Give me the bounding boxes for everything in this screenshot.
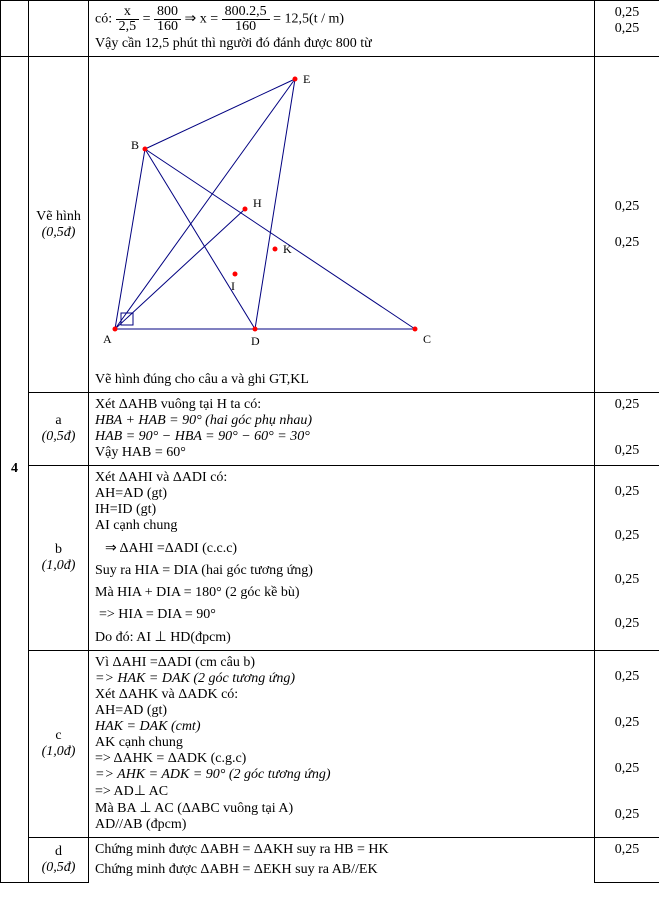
part-score: (0,5đ) [35,429,82,445]
score-cell: 0,25 [595,838,659,883]
line: Xét ΔAHK và ΔADK có: [95,687,588,703]
row-part-d: d (0,5đ) Chứng minh được ΔABH = ΔAKH suy… [1,838,659,883]
line: HAB = 90° − HBA = 90° − 60° = 30° [95,429,588,445]
xeq: x = [200,12,222,27]
content-cell: Xét ΔAHI và ΔADI có: AH=AD (gt) IH=ID (g… [89,466,595,651]
svg-text:C: C [423,332,431,346]
row-part-b: b (1,0đ) Xét ΔAHI và ΔADI có: AH=AD (gt)… [1,466,659,651]
score: 0,25 [601,5,653,21]
line: IH=ID (gt) [95,502,588,518]
score: 0,25 [601,397,653,413]
part-label: c [35,728,82,744]
score-cell: 0,25 0,25 0,25 0,25 [595,466,659,651]
row-part-c: c (1,0đ) Vì ΔAHI =ΔADI (cm câu b) => HAK… [1,651,659,838]
line: => AD⊥ AC [95,783,588,800]
line: => ΔAHK = ΔADK (c.g.c) [95,751,588,767]
score: 0,25 [601,199,653,215]
part-cell: c (1,0đ) [29,651,89,838]
svg-text:H: H [253,196,262,210]
line: => AHK = ADK = 90° (2 góc tương ứng) [95,767,588,783]
figure-svg: A B C D E H I K [95,69,435,359]
part-label: a [35,413,82,429]
part-score: (0,5đ) [35,860,82,876]
row-intro: có: x 2,5 = 800 160 ⇒ x = 800.2,5 160 = … [1,1,659,57]
score: 0,25 [601,528,653,544]
line: AH=AD (gt) [95,703,588,719]
part-score: (0,5đ) [35,225,82,241]
score: 0,25 [601,572,653,588]
geometry-figure: A B C D E H I K [95,69,588,364]
line: Vì ΔAHI =ΔADI (cm câu b) [95,655,588,671]
svg-text:E: E [303,72,310,86]
score: 0,25 [601,235,653,251]
line: AH=AD (gt) [95,486,588,502]
svg-text:K: K [283,242,292,256]
line: Suy ra HIA = DIA (hai góc tương ứng) [95,563,588,579]
score-cell: 0,25 0,25 [595,57,659,393]
part-score: (1,0đ) [35,558,82,574]
blank-cell [29,1,89,57]
line: Chứng minh được ΔABH = ΔEKH suy ra AB//E… [95,862,588,878]
svg-text:I: I [231,279,235,293]
text: có: [95,12,116,27]
part-cell: Vẽ hình (0,5đ) [29,57,89,393]
part-label: b [35,542,82,558]
res: = 12,5(t / m) [273,12,344,27]
line: HAK = DAK (cmt) [95,719,588,735]
line: Xét ΔAHI và ΔADI có: [95,470,588,486]
arrow: ⇒ [185,12,200,27]
score: 0,25 [601,21,653,37]
line: AD//AB (đpcm) [95,817,588,833]
content-cell: Vì ΔAHI =ΔADI (cm câu b) => HAK = DAK (2… [89,651,595,838]
row-figure: 4 Vẽ hình (0,5đ) ABCDEHIK Vẽ hình đúng c… [1,57,659,393]
score: 0,25 [601,669,653,685]
score: 0,25 [601,715,653,731]
content-cell: Xét ΔAHB vuông tại H ta có: HBA + HAB = … [89,393,595,466]
conclusion: Vậy cần 12,5 phút thì người đó đánh được… [95,36,588,52]
line: => HAK = DAK (2 góc tương ứng) [95,671,588,687]
part-score: (1,0đ) [35,744,82,760]
line: Xét ΔAHB vuông tại H ta có: [95,397,588,413]
eq: = [143,12,154,27]
score: 0,25 [601,443,653,459]
part-cell: b (1,0đ) [29,466,89,651]
answer-key-table: có: x 2,5 = 800 160 ⇒ x = 800.2,5 160 = … [0,0,659,883]
line: Mà HIA + DIA = 180° (2 góc kề bù) [95,585,588,601]
score: 0,25 [601,761,653,777]
row-part-a: a (0,5đ) Xét ΔAHB vuông tại H ta có: HBA… [1,393,659,466]
svg-text:A: A [103,332,112,346]
score: 0,25 [601,484,653,500]
score-cell: 0,25 0,25 [595,1,659,57]
line: AK cạnh chung [95,735,588,751]
part-label: d [35,844,82,860]
line: Chứng minh được ΔABH = ΔAKH suy ra HB = … [95,842,588,858]
score: 0,25 [601,807,653,823]
svg-text:D: D [251,334,260,348]
fraction: 800 160 [154,5,181,34]
line: Mà BA ⊥ AC (ΔABC vuông tại A) [95,800,588,817]
line: HBA + HAB = 90° (hai góc phụ nhau) [95,413,588,429]
part-cell: d (0,5đ) [29,838,89,883]
figure-caption: Vẽ hình đúng cho câu a và ghi GT,KL [95,372,588,388]
score-cell: 0,25 0,25 0,25 0,25 [595,651,659,838]
qnum: 4 [11,461,18,476]
score-cell: 0,25 0,25 [595,393,659,466]
content-cell: Chứng minh được ΔABH = ΔAKH suy ra HB = … [89,838,595,883]
line: Do đó: AI ⊥ HD(đpcm) [95,629,588,646]
fraction: x 2,5 [116,5,140,34]
part-cell: a (0,5đ) [29,393,89,466]
fraction: 800.2,5 160 [222,5,270,34]
line: ⇒ ΔAHI =ΔADI (c.c.c) [95,540,588,557]
line: Vậy HAB = 60° [95,445,588,461]
score: 0,25 [601,616,653,632]
line: => HIA = DIA = 90° [95,607,588,623]
figure-cell: A B C D E H I K Vẽ hình đúng cho câu a và ghi G… [89,57,595,393]
intro-content: có: x 2,5 = 800 160 ⇒ x = 800.2,5 160 = … [89,1,595,57]
line: AI cạnh chung [95,518,588,534]
blank-cell [1,1,29,57]
part-label: Vẽ hình [35,209,82,225]
question-number: 4 [1,57,29,883]
score: 0,25 [601,842,653,858]
svg-text:B: B [131,138,139,152]
